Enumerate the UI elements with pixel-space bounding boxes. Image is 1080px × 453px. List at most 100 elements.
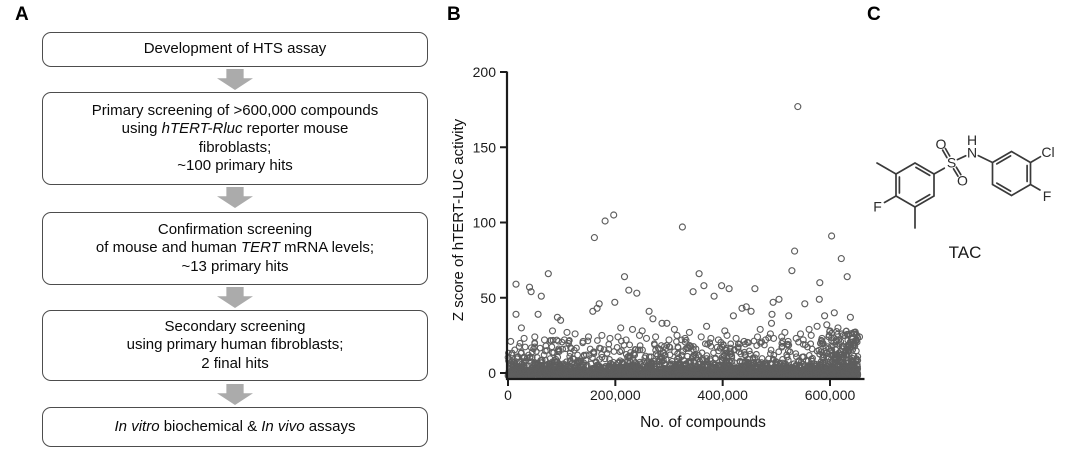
data-point: [670, 325, 678, 333]
data-point: [590, 368, 597, 376]
data-point: [738, 304, 746, 312]
data-point: [778, 340, 786, 347]
data-point: [750, 358, 758, 366]
data-point: [552, 355, 560, 363]
flow-box-line: ~100 primary hits: [177, 157, 293, 174]
data-point: [507, 337, 515, 345]
data-point: [714, 336, 722, 344]
data-point: [614, 333, 622, 341]
data-point: [768, 310, 776, 318]
data-point: [751, 285, 759, 293]
data-point: [598, 331, 606, 339]
data-point: [850, 352, 858, 360]
data-point: [612, 361, 620, 369]
x-tick-label: 600,000: [805, 387, 856, 403]
tac-chemical-structure: S O O N H F Cl F: [873, 132, 1055, 229]
data-point: [707, 360, 714, 368]
data-point: [596, 370, 604, 378]
data-point: [762, 336, 770, 344]
data-point: [823, 321, 831, 329]
data-point: [636, 346, 644, 354]
data-point: [707, 364, 715, 372]
bonds: [876, 147, 1042, 229]
data-point: [707, 342, 715, 350]
data-point: [566, 337, 573, 344]
data-point: [703, 322, 711, 330]
data-point: [650, 340, 658, 348]
data-point: [747, 307, 755, 315]
data-point: [849, 357, 857, 365]
y-tick-label: 0: [488, 365, 496, 381]
data-point: [798, 353, 806, 361]
data-point: [794, 103, 802, 111]
data-point: [713, 343, 721, 351]
data-point: [600, 364, 608, 372]
data-point: [510, 359, 518, 366]
y-tick-label: 100: [473, 215, 497, 231]
data-point: [767, 346, 775, 354]
data-point: [828, 232, 836, 240]
data-point: [813, 347, 821, 355]
data-point: [667, 361, 674, 369]
data-point: [773, 369, 781, 377]
data-point: [641, 354, 649, 362]
flow-box-line: of mouse and human TERT mRNA levels;: [95, 239, 375, 257]
data-point: [721, 371, 728, 379]
data-point: [689, 288, 697, 296]
data-point: [742, 303, 750, 311]
data-point: [546, 371, 553, 379]
data-point: [805, 352, 813, 359]
data-point: [639, 346, 646, 354]
data-point: [718, 353, 726, 361]
data-point: [513, 355, 521, 363]
data-point: [697, 371, 705, 379]
data-point: [665, 343, 673, 351]
fluoro-bond: [1029, 183, 1041, 191]
methyl-bond: [876, 162, 897, 175]
data-point: [820, 364, 828, 372]
flow-box-line: Development of HTS assay: [143, 40, 327, 58]
flow-box-1: Development of HTS assay: [42, 32, 428, 67]
flow-box-line: using primary human fibroblasts;: [126, 336, 344, 354]
data-point: [673, 331, 681, 339]
data-point: [674, 350, 681, 358]
data-point: [779, 356, 786, 363]
data-point: [723, 331, 731, 339]
data-point: [781, 363, 789, 371]
data-point: [677, 360, 684, 368]
data-point: [666, 370, 674, 377]
atom-n: N: [967, 144, 977, 160]
data-point: [756, 325, 764, 333]
data-point: [842, 363, 850, 371]
data-point: [807, 331, 815, 339]
data-point: [525, 283, 534, 291]
data-point: [763, 366, 770, 373]
data-point: [660, 357, 667, 364]
data-point: [678, 336, 685, 344]
data-point: [815, 295, 823, 303]
data-point: [734, 364, 742, 372]
panel-a-label: A: [15, 4, 29, 25]
data-point: [817, 360, 825, 368]
data-point: [508, 351, 515, 359]
data-point: [584, 333, 593, 341]
data-point: [795, 371, 803, 378]
data-point: [704, 341, 711, 348]
x-tick-label: 200,000: [590, 387, 641, 403]
data-point: [697, 333, 705, 341]
data-point: [649, 315, 657, 323]
data-point: [579, 337, 587, 345]
data-point: [788, 267, 796, 275]
data-point: [849, 338, 856, 346]
data-point: [754, 359, 762, 367]
data-point: [645, 362, 653, 370]
data-point: [628, 325, 637, 333]
data-point: [832, 336, 840, 344]
data-point: [700, 365, 708, 373]
data-point: [675, 354, 683, 362]
data-point: [528, 358, 535, 365]
data-point: [633, 289, 641, 297]
data-point: [512, 280, 520, 288]
data-point: [663, 319, 671, 327]
down-arrow-icon: [217, 287, 253, 308]
